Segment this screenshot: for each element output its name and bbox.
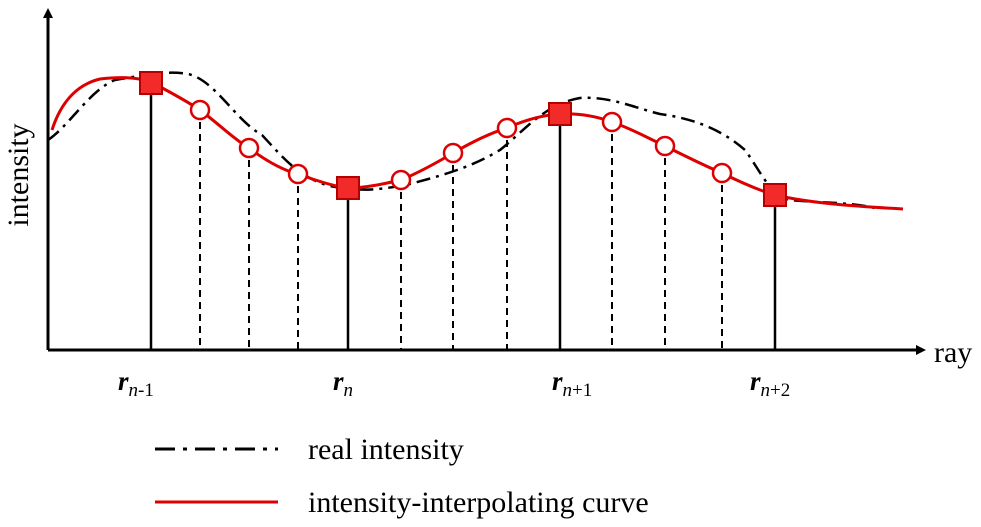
sample-label: rn+2 — [750, 366, 790, 401]
legend-label-real-intensity: real intensity — [308, 433, 464, 466]
interpolated-point — [287, 163, 309, 185]
sample-label: rn+1 — [552, 366, 592, 401]
interpolated-point — [189, 99, 211, 121]
sample-points — [139, 71, 787, 207]
interpolated-point — [496, 117, 518, 139]
interpolated-point — [442, 142, 464, 164]
x-axis-label: ray — [934, 336, 972, 369]
interpolated-point — [390, 169, 412, 191]
real-intensity-curve — [47, 71, 876, 210]
interpolated-lines — [199, 110, 723, 350]
interpolated-points — [189, 99, 733, 191]
interpolated-point — [711, 162, 733, 184]
interpolated-point — [601, 111, 623, 133]
interpolated-point — [238, 137, 260, 159]
legend: real intensity intensity-interpolating c… — [155, 433, 649, 519]
interpolated-point — [654, 135, 676, 157]
sample-point-r-n-minus-1 — [139, 71, 163, 95]
y-axis-label: intensity — [2, 123, 35, 226]
sample-point-r-n-plus-2 — [763, 183, 787, 207]
sample-point-r-n — [336, 176, 360, 200]
sample-lines — [149, 84, 777, 350]
sample-point-r-n-plus-1 — [548, 102, 572, 126]
sample-label: rn-1 — [118, 366, 154, 401]
legend-label-interpolating-curve: intensity-interpolating curve — [308, 486, 649, 519]
sample-label: rn — [333, 366, 353, 401]
